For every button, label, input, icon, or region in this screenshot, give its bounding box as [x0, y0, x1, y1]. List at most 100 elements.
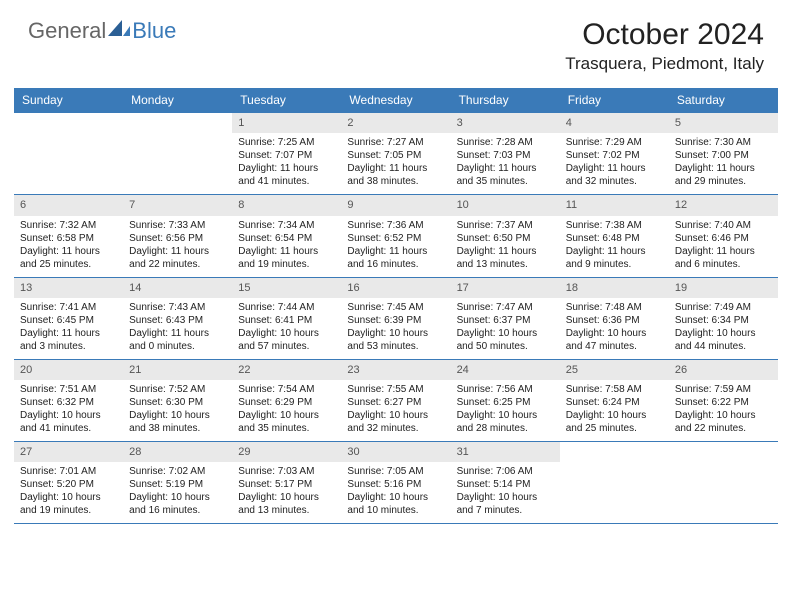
- day-cell: 13Sunrise: 7:41 AMSunset: 6:45 PMDayligh…: [14, 277, 123, 359]
- sunrise-text: Sunrise: 7:01 AM: [20, 465, 117, 478]
- day-body: Sunrise: 7:32 AMSunset: 6:58 PMDaylight:…: [14, 216, 123, 277]
- day-cell: 1Sunrise: 7:25 AMSunset: 7:07 PMDaylight…: [232, 113, 341, 195]
- sunrise-text: Sunrise: 7:54 AM: [238, 383, 335, 396]
- sunset-text: Sunset: 7:07 PM: [238, 149, 335, 162]
- week-row: 13Sunrise: 7:41 AMSunset: 6:45 PMDayligh…: [14, 277, 778, 359]
- day-body: Sunrise: 7:36 AMSunset: 6:52 PMDaylight:…: [341, 216, 450, 277]
- day-number: 5: [669, 113, 778, 133]
- sunrise-text: Sunrise: 7:51 AM: [20, 383, 117, 396]
- daylight-text: Daylight: 11 hours and 3 minutes.: [20, 327, 117, 353]
- day-number: 1: [232, 113, 341, 133]
- location: Trasquera, Piedmont, Italy: [565, 54, 764, 74]
- daylight-text: Daylight: 10 hours and 25 minutes.: [566, 409, 663, 435]
- day-cell: 19Sunrise: 7:49 AMSunset: 6:34 PMDayligh…: [669, 277, 778, 359]
- sunset-text: Sunset: 5:16 PM: [347, 478, 444, 491]
- weekday-header: Monday: [123, 88, 232, 113]
- day-number: [669, 442, 778, 462]
- weekday-header: Sunday: [14, 88, 123, 113]
- day-body: Sunrise: 7:05 AMSunset: 5:16 PMDaylight:…: [341, 462, 450, 523]
- daylight-text: Daylight: 10 hours and 41 minutes.: [20, 409, 117, 435]
- sunrise-text: Sunrise: 7:05 AM: [347, 465, 444, 478]
- sunset-text: Sunset: 6:36 PM: [566, 314, 663, 327]
- sunrise-text: Sunrise: 7:49 AM: [675, 301, 772, 314]
- week-row: 1Sunrise: 7:25 AMSunset: 7:07 PMDaylight…: [14, 113, 778, 195]
- day-body: Sunrise: 7:29 AMSunset: 7:02 PMDaylight:…: [560, 133, 669, 194]
- brand-part2: Blue: [132, 18, 176, 44]
- day-body: Sunrise: 7:30 AMSunset: 7:00 PMDaylight:…: [669, 133, 778, 194]
- sunset-text: Sunset: 6:25 PM: [457, 396, 554, 409]
- sunrise-text: Sunrise: 7:41 AM: [20, 301, 117, 314]
- sunrise-text: Sunrise: 7:27 AM: [347, 136, 444, 149]
- daylight-text: Daylight: 11 hours and 38 minutes.: [347, 162, 444, 188]
- daylight-text: Daylight: 10 hours and 32 minutes.: [347, 409, 444, 435]
- daylight-text: Daylight: 10 hours and 19 minutes.: [20, 491, 117, 517]
- day-body: Sunrise: 7:59 AMSunset: 6:22 PMDaylight:…: [669, 380, 778, 441]
- week-row: 27Sunrise: 7:01 AMSunset: 5:20 PMDayligh…: [14, 442, 778, 524]
- daylight-text: Daylight: 10 hours and 16 minutes.: [129, 491, 226, 517]
- weekday-header: Saturday: [669, 88, 778, 113]
- day-body: Sunrise: 7:02 AMSunset: 5:19 PMDaylight:…: [123, 462, 232, 523]
- day-cell: 7Sunrise: 7:33 AMSunset: 6:56 PMDaylight…: [123, 195, 232, 277]
- sunset-text: Sunset: 6:43 PM: [129, 314, 226, 327]
- sunset-text: Sunset: 7:00 PM: [675, 149, 772, 162]
- day-cell: 9Sunrise: 7:36 AMSunset: 6:52 PMDaylight…: [341, 195, 450, 277]
- sunset-text: Sunset: 6:41 PM: [238, 314, 335, 327]
- sunset-text: Sunset: 7:05 PM: [347, 149, 444, 162]
- daylight-text: Daylight: 11 hours and 9 minutes.: [566, 245, 663, 271]
- sunrise-text: Sunrise: 7:59 AM: [675, 383, 772, 396]
- daylight-text: Daylight: 11 hours and 35 minutes.: [457, 162, 554, 188]
- day-number: 4: [560, 113, 669, 133]
- daylight-text: Daylight: 10 hours and 50 minutes.: [457, 327, 554, 353]
- day-number: 11: [560, 195, 669, 215]
- sunset-text: Sunset: 6:50 PM: [457, 232, 554, 245]
- header: General Blue October 2024 Trasquera, Pie…: [0, 0, 792, 82]
- sunrise-text: Sunrise: 7:44 AM: [238, 301, 335, 314]
- day-cell: 12Sunrise: 7:40 AMSunset: 6:46 PMDayligh…: [669, 195, 778, 277]
- sunset-text: Sunset: 5:19 PM: [129, 478, 226, 491]
- sunrise-text: Sunrise: 7:29 AM: [566, 136, 663, 149]
- calendar-body: 1Sunrise: 7:25 AMSunset: 7:07 PMDaylight…: [14, 113, 778, 524]
- day-body: Sunrise: 7:58 AMSunset: 6:24 PMDaylight:…: [560, 380, 669, 441]
- sunset-text: Sunset: 6:45 PM: [20, 314, 117, 327]
- day-number: 12: [669, 195, 778, 215]
- daylight-text: Daylight: 11 hours and 19 minutes.: [238, 245, 335, 271]
- sunset-text: Sunset: 6:22 PM: [675, 396, 772, 409]
- daylight-text: Daylight: 10 hours and 38 minutes.: [129, 409, 226, 435]
- sunset-text: Sunset: 6:46 PM: [675, 232, 772, 245]
- logo-sail-icon: [108, 18, 130, 44]
- day-number: 7: [123, 195, 232, 215]
- sunset-text: Sunset: 6:37 PM: [457, 314, 554, 327]
- sunrise-text: Sunrise: 7:52 AM: [129, 383, 226, 396]
- daylight-text: Daylight: 10 hours and 53 minutes.: [347, 327, 444, 353]
- day-body: Sunrise: 7:33 AMSunset: 6:56 PMDaylight:…: [123, 216, 232, 277]
- day-body: Sunrise: 7:37 AMSunset: 6:50 PMDaylight:…: [451, 216, 560, 277]
- daylight-text: Daylight: 11 hours and 25 minutes.: [20, 245, 117, 271]
- day-number: 26: [669, 360, 778, 380]
- day-body: Sunrise: 7:28 AMSunset: 7:03 PMDaylight:…: [451, 133, 560, 194]
- daylight-text: Daylight: 10 hours and 44 minutes.: [675, 327, 772, 353]
- week-row: 6Sunrise: 7:32 AMSunset: 6:58 PMDaylight…: [14, 195, 778, 277]
- sunset-text: Sunset: 6:58 PM: [20, 232, 117, 245]
- day-cell: 28Sunrise: 7:02 AMSunset: 5:19 PMDayligh…: [123, 442, 232, 524]
- daylight-text: Daylight: 10 hours and 47 minutes.: [566, 327, 663, 353]
- calendar-table: SundayMondayTuesdayWednesdayThursdayFrid…: [14, 88, 778, 524]
- day-body: Sunrise: 7:51 AMSunset: 6:32 PMDaylight:…: [14, 380, 123, 441]
- day-body: [14, 133, 123, 191]
- daylight-text: Daylight: 11 hours and 29 minutes.: [675, 162, 772, 188]
- sunrise-text: Sunrise: 7:40 AM: [675, 219, 772, 232]
- day-cell: 21Sunrise: 7:52 AMSunset: 6:30 PMDayligh…: [123, 359, 232, 441]
- day-number: 16: [341, 278, 450, 298]
- day-body: [123, 133, 232, 191]
- daylight-text: Daylight: 10 hours and 7 minutes.: [457, 491, 554, 517]
- sunset-text: Sunset: 6:32 PM: [20, 396, 117, 409]
- day-body: Sunrise: 7:40 AMSunset: 6:46 PMDaylight:…: [669, 216, 778, 277]
- day-number: 31: [451, 442, 560, 462]
- day-cell: 24Sunrise: 7:56 AMSunset: 6:25 PMDayligh…: [451, 359, 560, 441]
- sunrise-text: Sunrise: 7:33 AM: [129, 219, 226, 232]
- weekday-header: Thursday: [451, 88, 560, 113]
- sunrise-text: Sunrise: 7:28 AM: [457, 136, 554, 149]
- day-body: Sunrise: 7:01 AMSunset: 5:20 PMDaylight:…: [14, 462, 123, 523]
- month-title: October 2024: [565, 18, 764, 52]
- sunset-text: Sunset: 6:27 PM: [347, 396, 444, 409]
- day-number: [14, 113, 123, 133]
